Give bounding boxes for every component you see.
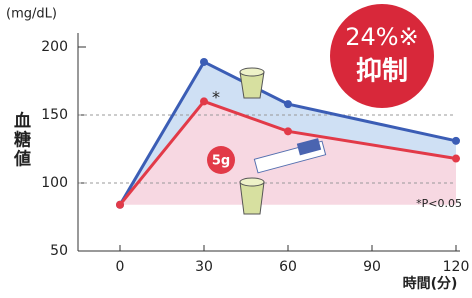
- x-tick-label: 0: [116, 259, 125, 275]
- chart: (mg/dL) 血糖値 時間(分) 501001502000306090120 …: [0, 0, 472, 298]
- note: *P<0.05: [416, 197, 462, 210]
- x-tick-label: 90: [363, 259, 381, 275]
- data-point: [452, 137, 460, 145]
- data-point: [200, 97, 208, 105]
- x-tick-label: 30: [195, 259, 213, 275]
- badge-text: 抑制: [356, 57, 408, 87]
- data-point: [284, 100, 292, 108]
- x-tick-label: 60: [279, 259, 297, 275]
- data-point: [116, 201, 124, 209]
- unit-label: (mg/dL): [6, 7, 57, 22]
- y-tick-label: 150: [41, 107, 68, 123]
- data-point: [284, 127, 292, 135]
- y-tick-label: 200: [41, 39, 68, 55]
- significance-marker: *: [212, 88, 220, 107]
- x-axis-label: 時間(分): [403, 275, 458, 292]
- y-tick-label: 100: [41, 175, 68, 191]
- x-tick-label: 120: [443, 259, 470, 275]
- dose-label: 5g: [212, 154, 230, 169]
- badge-value: 24%※: [345, 23, 418, 51]
- y-tick-label: 50: [50, 243, 68, 259]
- data-point: [452, 155, 460, 163]
- data-point: [200, 58, 208, 66]
- y-axis-label: 血糖値: [10, 110, 32, 168]
